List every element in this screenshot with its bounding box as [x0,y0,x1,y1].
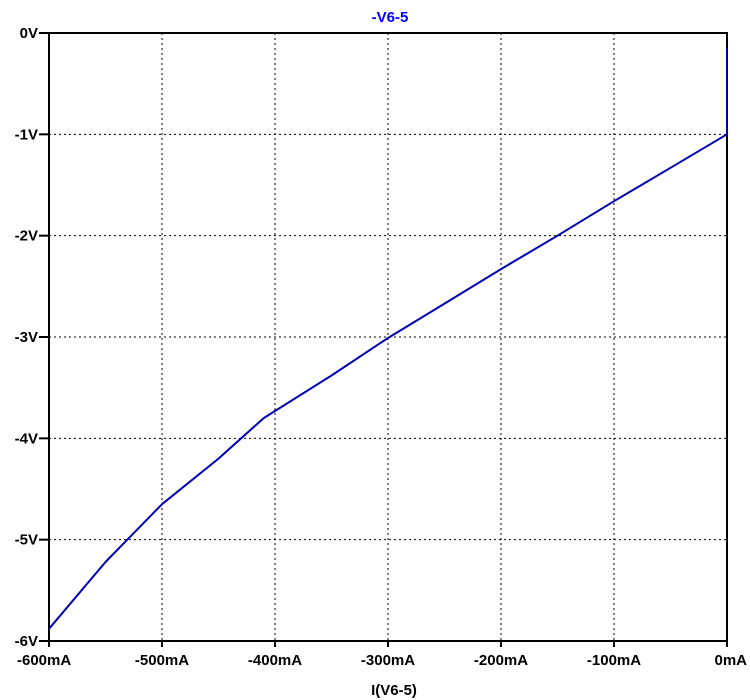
chart-title: -V6-5 [372,9,409,26]
axis-ticks: -600mA -500mA -400mA -300mA -200mA -100mA 0mA 0… [15,25,748,669]
y-tick-label: -4V [15,430,38,447]
y-tick-label: -6V [15,633,38,650]
x-tick-label: 0mA [714,652,747,669]
x-tick-label: -300mA [361,652,415,669]
series-line [48,47,728,630]
y-tick-label: -1V [15,126,38,143]
x-tick-label: -100mA [587,652,641,669]
y-tick-label: -3V [15,329,38,346]
y-tick-label: -2V [15,228,38,245]
y-tick-label: -5V [15,532,38,549]
series-layer [48,47,728,630]
y-tick-label: 0V [20,25,38,42]
x-tick-label: -200mA [474,652,528,669]
x-tick-label: -600mA [17,652,71,669]
x-tick-label: -500mA [135,652,189,669]
grid [49,33,727,641]
x-tick-label: -400mA [248,652,302,669]
x-axis-label: I(V6-5) [371,682,417,699]
